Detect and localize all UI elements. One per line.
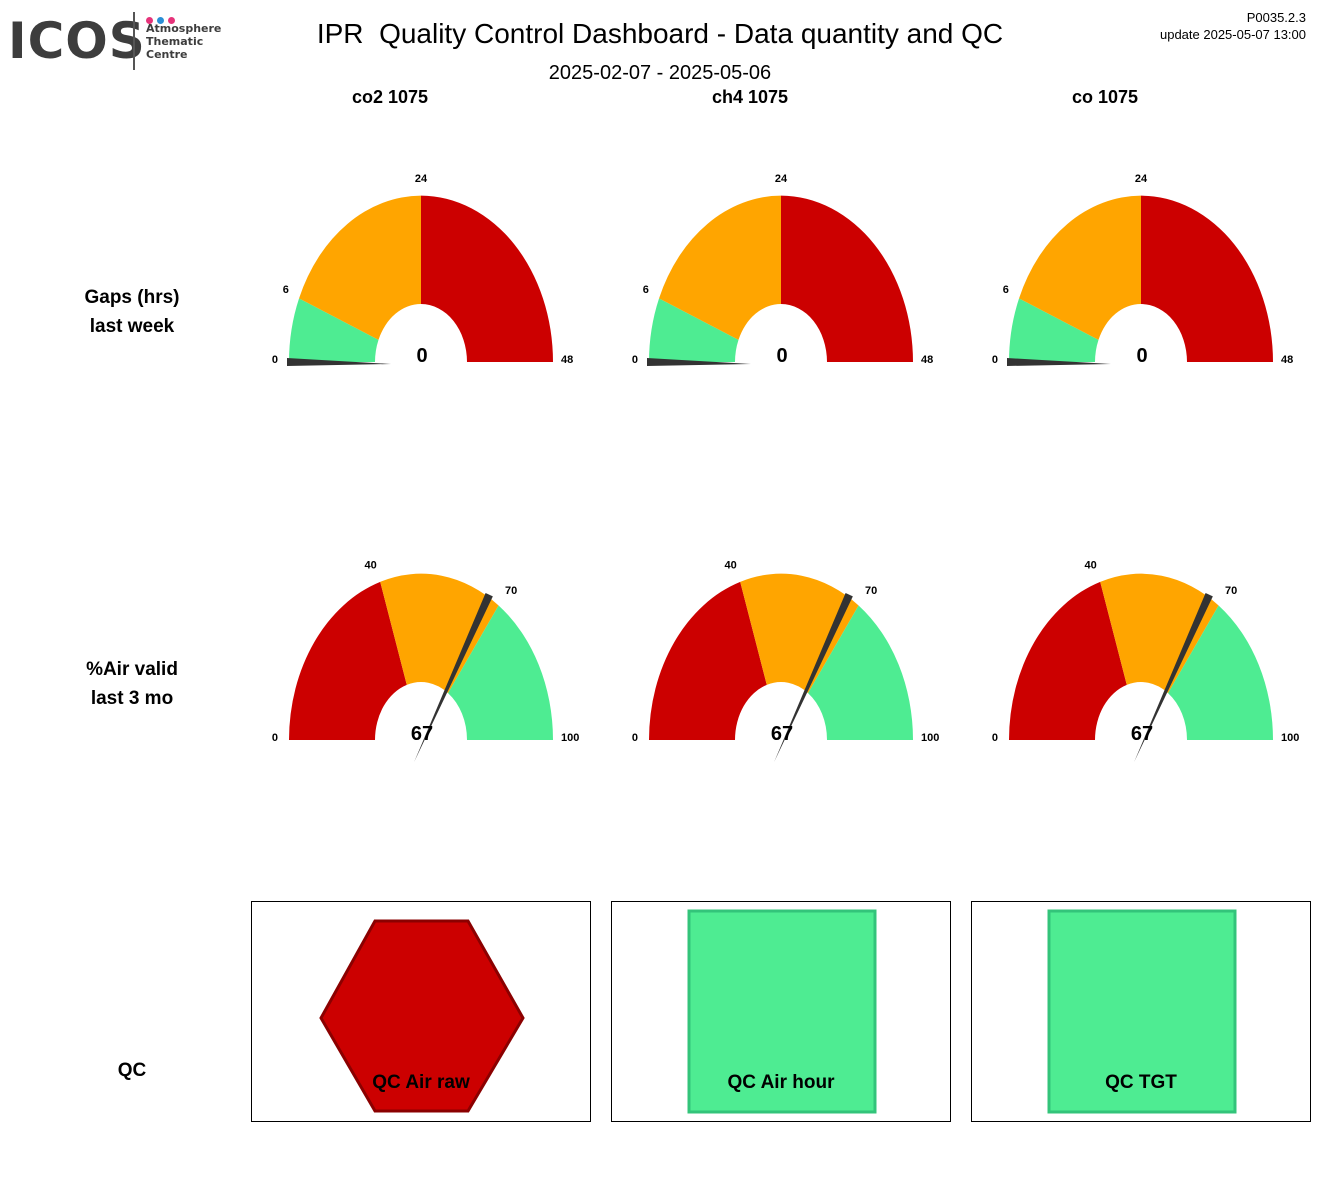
gauge-tick-label: 48: [1281, 354, 1293, 366]
qc-status-square: [687, 909, 877, 1114]
qc-indicator-air-raw: [319, 919, 525, 1113]
gauge-segment-orange: [740, 573, 859, 694]
gauge-segment-red: [649, 581, 767, 740]
gauge-tick-label: 0: [272, 354, 278, 366]
qc-label-air-hour: QC Air hour: [727, 1072, 835, 1093]
qc-panel-tgt: QC TGT: [971, 901, 1311, 1122]
logo-divider: [133, 12, 135, 70]
update-timestamp: update 2025-05-07 13:00: [1159, 27, 1306, 42]
gauge-needle: [1134, 592, 1213, 762]
dashboard-title-text: IPR Quality Control Dashboard - Data qua…: [316, 18, 1004, 49]
gauge-segment-orange: [659, 195, 781, 340]
gauge-tick-label: 0: [992, 354, 998, 366]
gauge-segment-green: [289, 298, 379, 362]
qc-panel-air-hour: QC Air hour: [611, 901, 951, 1122]
row-label-gaps-line1: Gaps (hrs): [84, 287, 180, 308]
gauge-value-label: 0: [416, 345, 427, 367]
gauge-tick-label: 0: [272, 732, 278, 744]
gauge-tick-label: 100: [561, 732, 579, 744]
gauge-segment-orange: [1100, 573, 1219, 694]
gauge-segment-red: [289, 581, 407, 740]
gauge-tick-label: 0: [632, 732, 638, 744]
qc-panel-air-raw: QC Air raw: [251, 901, 591, 1122]
gauge-segment-green: [448, 605, 553, 740]
gauge-tick-label: 24: [1135, 173, 1148, 185]
qc-label-air-raw: QC Air raw: [372, 1072, 470, 1093]
gauge-tick-label: 40: [1085, 560, 1097, 572]
logo-dot-1: [146, 17, 153, 24]
gauge-tick-label: 24: [415, 173, 428, 185]
gauge-segment-green: [649, 298, 739, 362]
logo-dot-2: [157, 17, 164, 24]
gauge-needle: [774, 592, 853, 762]
gauge-tick-label: 6: [283, 284, 289, 296]
gauge-segment-green: [1009, 298, 1099, 362]
gauge-tick-label: 48: [921, 354, 933, 366]
logo-dots: [146, 11, 179, 29]
row-label-qc: QC: [117, 1060, 147, 1081]
gauge-tick-label: 70: [505, 585, 517, 597]
row-label-gaps-line2: last week: [89, 316, 175, 337]
gauge-tick-label: 70: [865, 585, 877, 597]
gauge-segment-red: [421, 195, 553, 362]
gauge-needle: [287, 358, 391, 366]
gauge-tick-label: 100: [921, 732, 939, 744]
logo-subtitle: Atmosphere Thematic Centre: [146, 22, 222, 61]
gauge-needle: [414, 592, 493, 762]
gauge-segment-red: [781, 195, 913, 362]
qc-status-square: [1047, 909, 1237, 1114]
gauge-segment-red: [1009, 581, 1127, 740]
icos-logo-wordmark: ICOS: [8, 12, 146, 70]
qc-status-hexagon: [319, 919, 525, 1113]
gauge-segment-orange: [380, 573, 499, 694]
gauge-needle: [647, 358, 751, 366]
gauge-tick-label: 40: [365, 560, 377, 572]
dashboard-title: IPR Quality Control Dashboard - Data qua…: [0, 18, 1320, 50]
gauge-value-label: 0: [1136, 345, 1147, 367]
column-header-ch4: ch4 1075: [711, 87, 789, 107]
gauge-tick-label: 40: [725, 560, 737, 572]
gauge-tick-label: 0: [992, 732, 998, 744]
gauge-segment-orange: [299, 195, 421, 340]
gauge-tick-label: 70: [1225, 585, 1237, 597]
gauge-segment-green: [1168, 605, 1273, 740]
gauge-segment-green: [808, 605, 913, 740]
gauge-tick-label: 24: [775, 173, 788, 185]
gauge-value-label: 67: [771, 723, 793, 745]
qc-label-tgt: QC TGT: [1105, 1072, 1177, 1093]
qc-indicator-tgt: [1047, 909, 1237, 1114]
gauge-tick-label: 6: [643, 284, 649, 296]
gauge-value-label: 67: [1131, 723, 1153, 745]
row-label-air-valid: %Air valid last 3 mo: [32, 655, 232, 713]
version-label: P0035.2.3: [1246, 10, 1306, 25]
gauge-segment-orange: [1019, 195, 1141, 340]
gauge-tick-label: 100: [1281, 732, 1299, 744]
row-label-air-valid-line1: %Air valid: [86, 659, 178, 680]
logo-dot-3: [168, 17, 175, 24]
gauge-tick-label: 0: [632, 354, 638, 366]
gauge-needle: [1007, 358, 1111, 366]
gauge-value-label: 67: [411, 723, 433, 745]
row-label-gaps: Gaps (hrs) last week: [32, 283, 232, 341]
column-header-co: co 1075: [1071, 87, 1139, 107]
date-range: 2025-02-07 - 2025-05-06: [548, 62, 772, 84]
version-info: P0035.2.3 update 2025-05-07 13:00: [1160, 9, 1306, 43]
column-header-co2: co2 1075: [351, 87, 429, 107]
gauge-value-label: 0: [776, 345, 787, 367]
gauge-tick-label: 6: [1003, 284, 1009, 296]
qc-indicator-air-hour: [687, 909, 877, 1114]
gauge-segment-red: [1141, 195, 1273, 362]
gauge-tick-label: 48: [561, 354, 573, 366]
row-label-air-valid-line2: last 3 mo: [90, 688, 174, 709]
